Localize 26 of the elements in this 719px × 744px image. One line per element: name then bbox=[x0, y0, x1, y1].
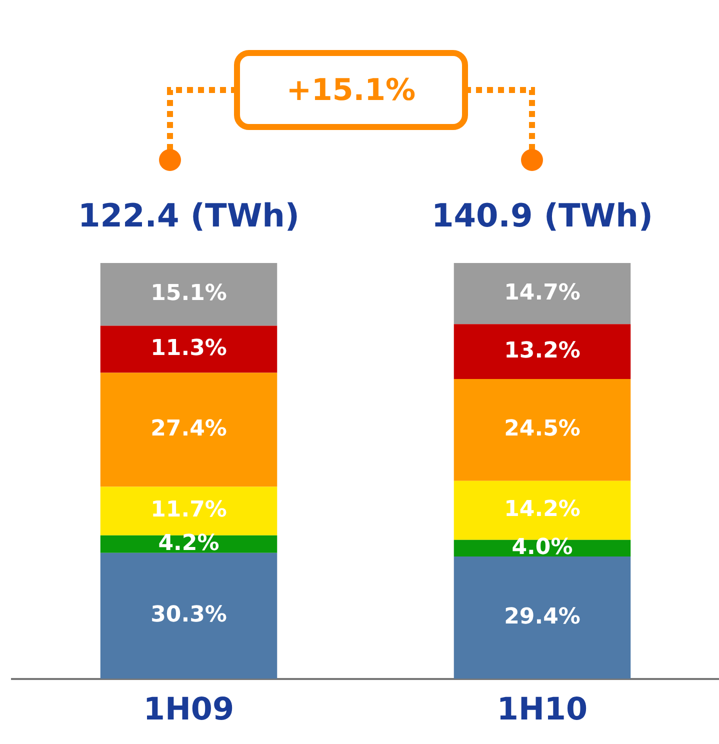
bar bbox=[454, 263, 631, 324]
data-label: 14.7% bbox=[504, 280, 580, 306]
data-label: 13.2% bbox=[504, 338, 580, 364]
data-label: 14.2% bbox=[504, 497, 580, 522]
data-label: 29.4% bbox=[504, 604, 580, 630]
data-label: 11.3% bbox=[150, 336, 227, 361]
bar bbox=[100, 486, 278, 536]
bar bbox=[100, 552, 278, 679]
bar bbox=[100, 372, 278, 487]
data-label: 27.4% bbox=[150, 416, 227, 442]
data-label: 15.1% bbox=[150, 281, 227, 306]
data-label: 11.7% bbox=[150, 498, 227, 523]
bar bbox=[454, 556, 631, 679]
data-label: 4.2% bbox=[158, 530, 220, 556]
annotation: 140.9 (TWh) bbox=[431, 196, 654, 234]
bar bbox=[100, 263, 278, 326]
data-label: 24.5% bbox=[504, 416, 580, 442]
x-tick-label: 1H09 bbox=[143, 691, 234, 728]
text: +15.1% bbox=[286, 72, 416, 108]
data-label: 30.3% bbox=[150, 602, 227, 628]
bar bbox=[454, 324, 631, 380]
data-label: 4.0% bbox=[512, 534, 573, 560]
annotation: 122.4 (TWh) bbox=[78, 196, 300, 234]
x-tick-label: 1H10 bbox=[496, 691, 588, 728]
bar bbox=[100, 326, 278, 373]
bar bbox=[454, 379, 631, 481]
